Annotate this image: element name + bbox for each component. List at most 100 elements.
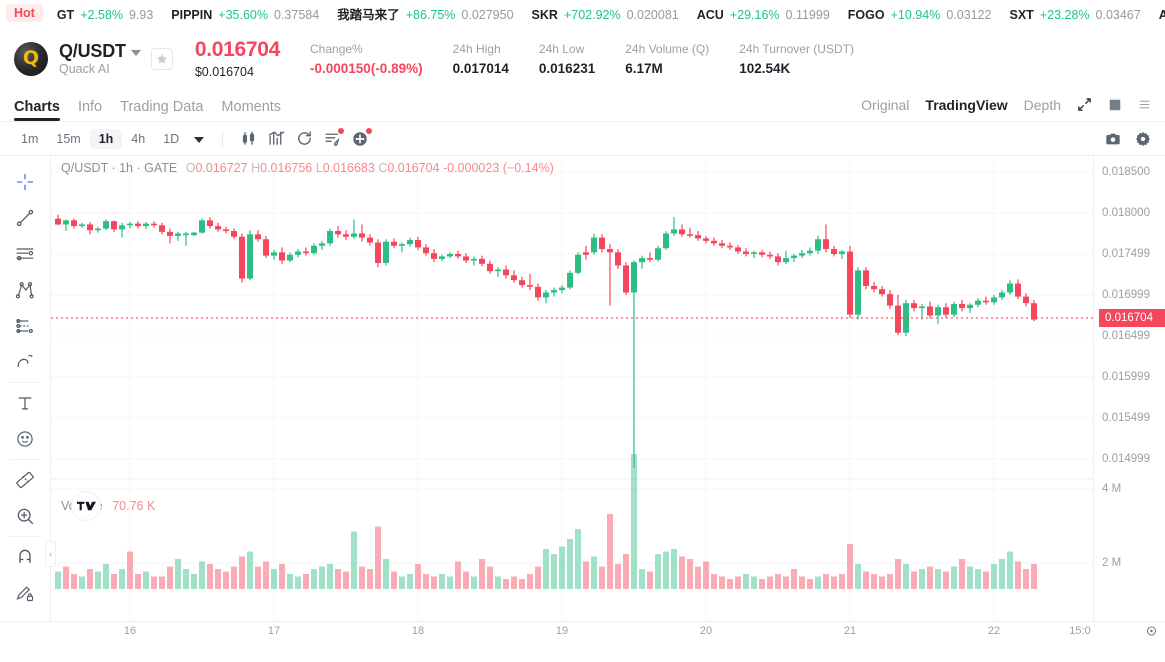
crosshair-target-icon[interactable] xyxy=(1145,625,1158,638)
candle-body xyxy=(55,218,61,225)
lock-drawings-tool[interactable] xyxy=(8,575,42,611)
market-stat: 24h High 0.017014 xyxy=(453,41,509,76)
hamburger-menu-icon[interactable] xyxy=(1138,98,1151,111)
ticker-symbol: 我踏马来了 xyxy=(337,7,400,22)
candle-body xyxy=(607,249,613,253)
view-mode-original[interactable]: Original xyxy=(861,96,910,113)
volume-bar xyxy=(487,566,493,589)
pair-selector[interactable]: Q/USDT xyxy=(59,41,141,62)
candle-body xyxy=(447,253,453,257)
measure-ruler-tool[interactable] xyxy=(8,462,42,498)
indicators-icon[interactable] xyxy=(263,126,289,152)
ticker-item[interactable]: SXT +23.28% 0.03467 xyxy=(1010,8,1141,22)
candle-body xyxy=(159,225,165,232)
volume-bar xyxy=(359,566,365,589)
volume-bar xyxy=(343,571,349,589)
volume-bar xyxy=(191,574,197,589)
ticker-item[interactable]: SKR +702.92% 0.020081 xyxy=(532,8,679,22)
more-timeframes-chevron-icon[interactable] xyxy=(194,136,205,143)
camera-snapshot-icon[interactable] xyxy=(1105,131,1121,147)
ticker-item[interactable]: AXS+10.70%2. xyxy=(1159,8,1165,22)
pitchfork-tool[interactable] xyxy=(8,272,42,308)
tab-info[interactable]: Info xyxy=(77,98,103,115)
timeframe-1h[interactable]: 1h xyxy=(89,128,123,149)
collapse-sidebar-handle[interactable]: ‹ xyxy=(45,541,56,567)
market-stat-label: Change% xyxy=(310,42,363,57)
ticker-item[interactable]: ACU +29.16% 0.11999 xyxy=(697,8,830,22)
volume-bar xyxy=(679,556,685,589)
chart-settings-gear-icon[interactable] xyxy=(1135,131,1151,147)
ticker-item[interactable]: GT +2.58% 9.93 xyxy=(57,8,153,22)
favorite-star-button[interactable] xyxy=(150,47,173,70)
volume-value: 70.76 K xyxy=(112,499,156,513)
candle-body xyxy=(663,233,669,249)
refresh-icon[interactable] xyxy=(291,126,317,152)
candle-body xyxy=(799,253,805,256)
ticker-item[interactable]: 我踏马来了 +86.75% 0.027950 xyxy=(337,4,513,23)
volume-bar xyxy=(703,561,709,589)
volume-bar xyxy=(975,569,981,589)
emoji-tool[interactable] xyxy=(8,421,42,457)
candle-body xyxy=(263,239,269,256)
chevron-down-icon[interactable] xyxy=(130,49,141,56)
candle-body xyxy=(231,231,237,237)
ticker-change: +10.94% xyxy=(890,7,941,22)
timeframe-1D[interactable]: 1D xyxy=(163,131,180,146)
trend-line-tool[interactable] xyxy=(8,200,42,236)
text-tool[interactable] xyxy=(8,385,42,421)
candle-body xyxy=(543,292,549,298)
magnet-tool[interactable] xyxy=(8,539,42,575)
candle-body xyxy=(503,269,509,276)
tab-trading-data[interactable]: Trading Data xyxy=(120,98,204,115)
brush-tool[interactable] xyxy=(8,344,42,380)
tradingview-logo-icon[interactable] xyxy=(71,491,101,521)
horizontal-lines-tool[interactable] xyxy=(8,236,42,272)
candle-body xyxy=(599,237,605,250)
candle-body xyxy=(1015,283,1021,297)
square-layout-icon[interactable] xyxy=(1108,98,1122,112)
expand-arrows-icon[interactable] xyxy=(1077,97,1092,112)
ticker-item[interactable]: PIPPIN +35.60% 0.37584 xyxy=(171,8,319,22)
timeframe-1m[interactable]: 1m xyxy=(21,131,39,146)
chart-plot[interactable]: Q/USDT · 1h · GATE O0.016727 H0.016756 L… xyxy=(51,156,1093,621)
star-icon xyxy=(156,53,167,64)
volume-bar xyxy=(799,576,805,589)
volume-bar xyxy=(607,514,613,589)
time-axis[interactable]: 16 17 18 19 20 21 22 15:0 xyxy=(0,621,1165,640)
volume-bar xyxy=(775,574,781,589)
templates-notification-dot xyxy=(338,127,345,134)
volume-bar xyxy=(279,564,285,589)
tab-moments[interactable]: Moments xyxy=(221,98,282,115)
timeframe-4h[interactable]: 4h xyxy=(131,131,146,146)
candle-body xyxy=(623,265,629,293)
volume-bar xyxy=(839,574,845,589)
volume-bar xyxy=(271,569,277,589)
volume-bar xyxy=(335,569,341,589)
add-compare-icon[interactable] xyxy=(347,126,373,152)
price-axis[interactable]: 0.018500 0.018000 0.017499 0.016999 0.016499… xyxy=(1093,156,1165,621)
zoom-in-tool[interactable] xyxy=(8,498,42,534)
market-stat-value: 6.17M xyxy=(625,60,663,76)
candle-body xyxy=(1031,303,1037,320)
candle-body xyxy=(119,225,125,230)
ticker-item[interactable]: FOGO +10.94% 0.03122 xyxy=(848,8,992,22)
candle-body xyxy=(463,256,469,261)
tab-charts[interactable]: Charts xyxy=(14,99,60,122)
candle-body xyxy=(79,224,85,227)
crosshair-tool[interactable] xyxy=(8,164,42,200)
fib-projection-tool[interactable] xyxy=(8,308,42,344)
market-stat-label: 24h Volume (Q) xyxy=(625,42,710,57)
volume-bar xyxy=(831,576,837,589)
price-axis-tick: 0.014999 xyxy=(1102,453,1150,465)
volume-bar xyxy=(119,569,125,589)
volume-bar xyxy=(511,576,517,589)
candle-body xyxy=(519,280,525,286)
templates-icon[interactable] xyxy=(319,126,345,152)
view-mode-tradingview[interactable]: TradingView xyxy=(925,96,1008,113)
timeframe-15m[interactable]: 15m xyxy=(56,131,81,146)
hot-badge: Hot xyxy=(6,4,43,22)
price-axis-tick: 0.018500 xyxy=(1102,166,1150,178)
candlestick-type-icon[interactable] xyxy=(235,126,261,152)
view-mode-depth[interactable]: Depth xyxy=(1023,96,1061,113)
candle-body xyxy=(223,229,229,232)
